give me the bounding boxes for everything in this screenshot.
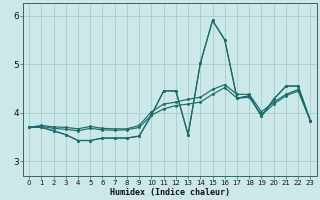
X-axis label: Humidex (Indice chaleur): Humidex (Indice chaleur) bbox=[110, 188, 230, 197]
